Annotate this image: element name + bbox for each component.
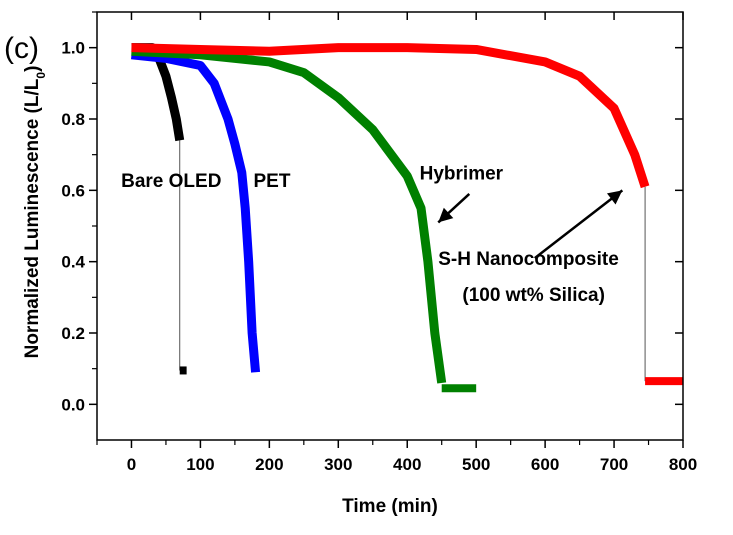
series-layer [131, 43, 683, 393]
x-tick-label: 400 [393, 455, 421, 474]
y-tick-label: 0.6 [61, 181, 85, 200]
annotation-arrow [534, 189, 624, 260]
y-tick-label: 0.2 [61, 324, 85, 343]
x-tick-label: 200 [255, 455, 283, 474]
y-axis-title-close: ) [22, 66, 43, 72]
y-axis-title: Normalized Luminescence (L/L0) [22, 66, 48, 359]
x-tick-label: 0 [127, 455, 136, 474]
annotation-label: PET [253, 171, 290, 192]
x-axis-title: Time (min) [342, 496, 438, 517]
y-tick-label: 0.8 [61, 110, 85, 129]
x-tick-label: 100 [186, 455, 214, 474]
x-tick-label: 800 [669, 455, 697, 474]
arrow-head [438, 207, 454, 223]
annotation-label: Bare OLED [121, 171, 221, 192]
y-tick-label: 1.0 [61, 39, 85, 58]
axes-layer: 0 100 200 300 400 500 600 700 800 0.0 0.2 0.4 0.6 0.8… [61, 11, 697, 474]
x-tick-label: 300 [324, 455, 352, 474]
series-line [131, 46, 447, 384]
y-tick-label: 0.4 [61, 253, 85, 272]
annotation-layer: Bare OLED PET Hybrimer S-H Nanocomposite (10… [121, 164, 624, 306]
annotation-label: (100 wt% Silica) [462, 285, 605, 306]
series-line [131, 43, 650, 189]
annotation-label: S-H Nanocomposite [438, 249, 619, 270]
series-line [131, 50, 261, 373]
x-tick-label: 700 [600, 455, 628, 474]
panel-label: (c) [4, 32, 39, 65]
x-tick-label: 600 [531, 455, 559, 474]
plot-frame [96, 11, 684, 441]
y-axis-title-sub: 0 [34, 72, 48, 79]
y-tick-label: 0.0 [61, 395, 85, 414]
x-tick-label: 500 [462, 455, 490, 474]
arrow-head [606, 190, 623, 205]
y-axis-title-main: Normalized Luminescence (L/L [22, 78, 43, 358]
annotation-label: Hybrimer [420, 164, 504, 185]
